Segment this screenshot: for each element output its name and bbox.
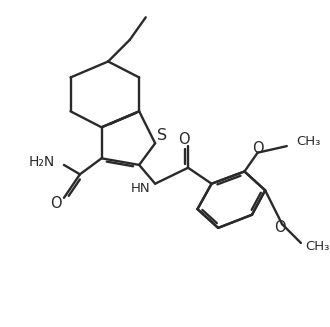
Text: CH₃: CH₃ (306, 240, 330, 253)
Text: O: O (275, 220, 286, 235)
Text: O: O (50, 196, 62, 211)
Text: O: O (252, 141, 263, 156)
Text: H₂N: H₂N (28, 155, 54, 169)
Text: CH₃: CH₃ (296, 135, 320, 148)
Text: S: S (157, 128, 167, 143)
Text: HN: HN (131, 182, 150, 195)
Text: O: O (179, 132, 190, 147)
